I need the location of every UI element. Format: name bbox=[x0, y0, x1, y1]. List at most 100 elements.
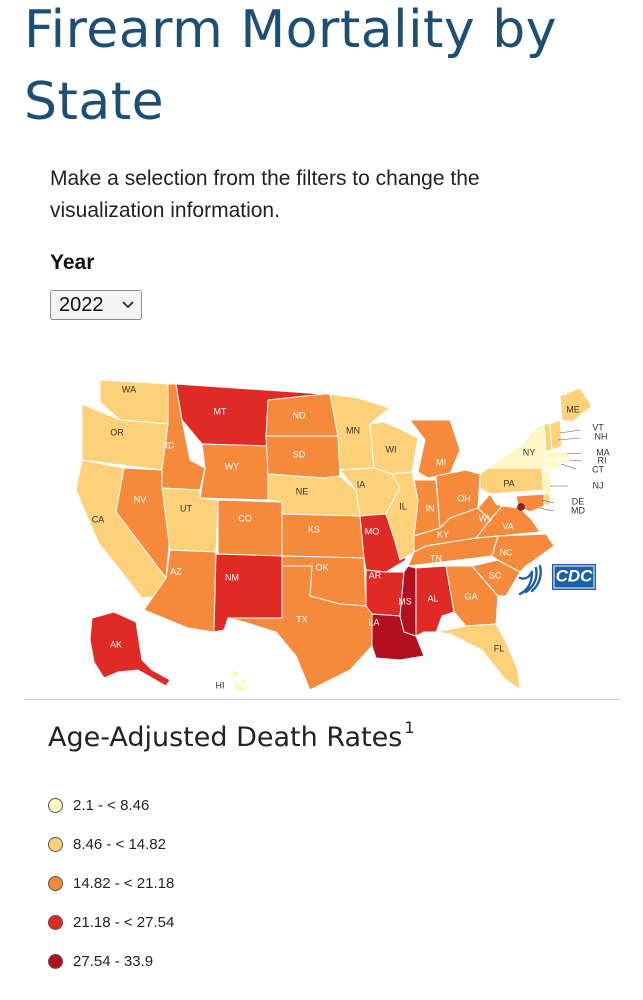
state-wv[interactable] bbox=[477, 493, 503, 521]
legend-item: 14.82 - < 21.18 bbox=[48, 864, 174, 903]
state-wi[interactable] bbox=[369, 421, 419, 475]
state-label-ms: MS bbox=[398, 596, 412, 606]
state-fl[interactable] bbox=[435, 623, 521, 692]
state-label-oh: OH bbox=[457, 493, 471, 503]
legend: 2.1 - < 8.46 8.46 - < 14.82 14.82 - < 21.1… bbox=[48, 786, 174, 981]
state-label-wi: WI bbox=[386, 444, 397, 454]
hhs-eagle-icon bbox=[518, 564, 542, 596]
state-label-nv: NV bbox=[134, 494, 147, 504]
state-label-mn: MN bbox=[346, 425, 360, 435]
state-hi[interactable] bbox=[229, 669, 249, 693]
state-label-il: IL bbox=[399, 501, 407, 511]
state-label-nd: ND bbox=[293, 410, 306, 420]
state-nh[interactable] bbox=[549, 419, 563, 451]
state-label-nj: NJ bbox=[593, 480, 604, 490]
state-label-hi: HI bbox=[216, 680, 225, 690]
state-label-ks: KS bbox=[308, 524, 320, 534]
state-label-de: DE bbox=[572, 496, 585, 506]
legend-swatch bbox=[48, 798, 63, 813]
state-label-ar: AR bbox=[369, 570, 382, 580]
legend-item: 21.18 - < 27.54 bbox=[48, 903, 174, 942]
legend-item: 8.46 - < 14.82 bbox=[48, 825, 174, 864]
us-choropleth-map: WA OR CA ID NV MT WY UT AZ CO NM ND SD NE KS OK TX MN IA MO… bbox=[75, 379, 610, 693]
state-az[interactable] bbox=[143, 549, 217, 633]
state-co[interactable] bbox=[217, 499, 283, 557]
state-dc-marker[interactable] bbox=[517, 503, 525, 511]
state-wy[interactable] bbox=[199, 443, 271, 501]
year-select-value: 2022 bbox=[59, 293, 104, 316]
state-label-ut: UT bbox=[180, 503, 192, 513]
legend-label: 14.82 - < 21.18 bbox=[73, 875, 175, 892]
legend-label: 2.1 - < 8.46 bbox=[73, 797, 150, 814]
state-me[interactable] bbox=[559, 387, 593, 423]
state-label-ak: AK bbox=[110, 639, 122, 649]
state-label-ca: CA bbox=[92, 514, 105, 524]
state-label-ri: RI bbox=[598, 455, 607, 465]
state-label-mt: MT bbox=[214, 406, 227, 416]
state-ak[interactable] bbox=[89, 611, 171, 687]
legend-swatch bbox=[48, 837, 63, 852]
state-label-mo: MO bbox=[365, 526, 380, 536]
state-mi[interactable] bbox=[409, 419, 461, 479]
state-tx[interactable] bbox=[227, 565, 373, 691]
state-nj[interactable] bbox=[541, 469, 553, 495]
state-ne[interactable] bbox=[267, 473, 361, 517]
legend-label: 21.18 - < 27.54 bbox=[73, 914, 175, 931]
section-divider bbox=[24, 699, 620, 700]
state-label-la: LA bbox=[368, 617, 379, 627]
state-label-vt: VT bbox=[592, 422, 604, 432]
state-label-ok: OK bbox=[315, 562, 328, 572]
state-label-al: AL bbox=[427, 593, 438, 603]
state-label-ky: KY bbox=[437, 529, 449, 539]
state-label-in: IN bbox=[426, 503, 435, 513]
state-label-wy: WY bbox=[225, 461, 240, 471]
state-label-ga: GA bbox=[464, 591, 477, 601]
state-ks[interactable] bbox=[281, 513, 365, 559]
state-label-nh: NH bbox=[595, 431, 608, 441]
state-label-nm: NM bbox=[225, 572, 239, 582]
state-ny[interactable] bbox=[486, 423, 554, 476]
year-select[interactable]: 2022 bbox=[50, 290, 142, 320]
state-label-co: CO bbox=[238, 513, 252, 523]
state-label-ne: NE bbox=[296, 486, 309, 496]
state-label-md: MD bbox=[571, 505, 585, 515]
state-de[interactable] bbox=[543, 493, 551, 507]
legend-title-text: Age-Adjusted Death Rates bbox=[48, 722, 403, 753]
state-label-sd: SD bbox=[293, 449, 306, 459]
legend-swatch bbox=[48, 876, 63, 891]
cdc-logo: CDC bbox=[518, 564, 596, 596]
state-label-tx: TX bbox=[296, 614, 308, 624]
legend-item: 27.54 - 33.9 bbox=[48, 942, 174, 981]
legend-swatch bbox=[48, 954, 63, 969]
legend-label: 8.46 - < 14.82 bbox=[73, 836, 166, 853]
legend-item: 2.1 - < 8.46 bbox=[48, 786, 174, 825]
new-england-leader-lines bbox=[538, 429, 583, 512]
legend-label: 27.54 - 33.9 bbox=[73, 953, 154, 970]
state-label-nc: NC bbox=[500, 547, 513, 557]
state-label-tn: TN bbox=[430, 553, 442, 563]
legend-title: Age-Adjusted Death Rates 1 bbox=[48, 718, 415, 753]
state-label-me: ME bbox=[566, 404, 580, 414]
intro-text: Make a selection from the filters to cha… bbox=[50, 167, 480, 222]
state-ri[interactable] bbox=[559, 457, 569, 465]
year-filter-label: Year bbox=[50, 251, 95, 274]
legend-swatch bbox=[48, 915, 63, 930]
cdc-logo-text: CDC bbox=[556, 566, 594, 585]
state-label-ct: CT bbox=[592, 464, 604, 474]
page-title: Firearm Mortality by State bbox=[24, 0, 557, 132]
state-label-sc: SC bbox=[489, 570, 502, 580]
chevron-down-icon bbox=[122, 301, 134, 309]
state-label-ny: NY bbox=[523, 447, 536, 457]
state-label-az: AZ bbox=[170, 566, 182, 576]
legend-footnote-marker: 1 bbox=[404, 718, 415, 737]
state-label-mi: MI bbox=[436, 457, 446, 467]
state-label-wa: WA bbox=[122, 384, 136, 394]
state-label-or: OR bbox=[110, 427, 124, 437]
state-label-ma: MA bbox=[596, 447, 610, 457]
state-label-wv: WV bbox=[479, 513, 494, 523]
state-ct[interactable] bbox=[545, 459, 561, 469]
state-sc[interactable] bbox=[471, 559, 521, 597]
state-label-ia: IA bbox=[357, 479, 366, 489]
state-label-fl: FL bbox=[494, 643, 505, 653]
state-label-va: VA bbox=[502, 521, 513, 531]
